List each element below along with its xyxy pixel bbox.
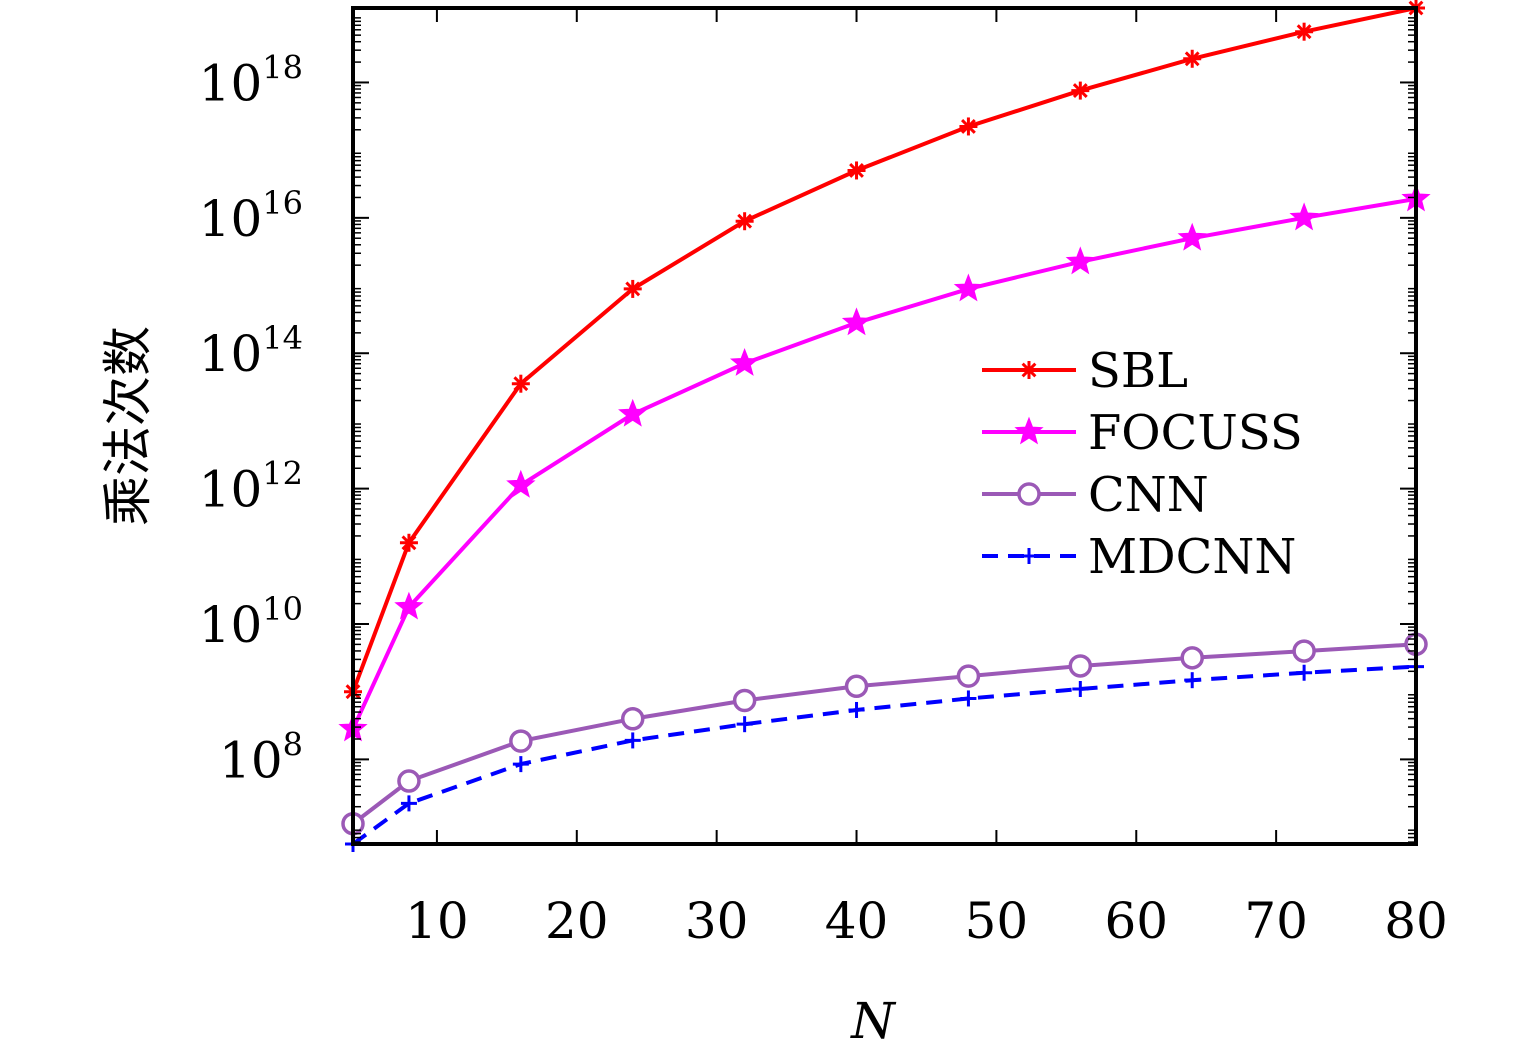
y-tick-label-exp: 12: [262, 455, 303, 493]
x-tick-label: 70: [1244, 892, 1308, 950]
y-tick-label-exp: 16: [262, 184, 303, 222]
data-point-cnn: [732, 688, 757, 713]
series-sbl: [344, 0, 1425, 701]
x-tick-label: 40: [825, 892, 889, 950]
series-cnn: [341, 632, 1428, 836]
data-point-sbl: [1295, 22, 1314, 41]
data-point-sbl: [1071, 81, 1090, 100]
data-point-cnn: [1180, 646, 1204, 670]
y-tick-label-base: 10: [199, 596, 263, 654]
data-point-sbl: [959, 117, 978, 136]
x-tick-label: 60: [1104, 892, 1168, 950]
x-tick-label: 30: [685, 892, 749, 950]
x-tick-label: 10: [405, 892, 469, 950]
data-point-sbl-stroke: [1072, 83, 1088, 99]
legend-marker: [1017, 482, 1041, 506]
data-point-sbl-stroke: [513, 376, 529, 392]
data-point-focuss: [1065, 246, 1095, 275]
data-point-mdcnn: [960, 690, 977, 707]
data-point-sbl: [399, 533, 418, 552]
legend: SBL FOCUSS CNN MDCNN: [982, 343, 1303, 585]
data-point-focuss: [729, 348, 760, 376]
data-point-mdcnn: [624, 732, 641, 749]
series-line-mdcnn: [351, 664, 1417, 846]
legend-marker-stroke: [1021, 362, 1037, 378]
x-tick-label: 80: [1384, 892, 1448, 950]
y-tick-label-base: 10: [199, 461, 263, 519]
x-tick-label: 50: [965, 892, 1029, 950]
data-point-cnn: [956, 664, 981, 688]
y-tick-label: 1018: [199, 48, 303, 112]
data-point-sbl: [847, 161, 866, 180]
data-point-cnn: [620, 707, 645, 731]
data-point-focuss: [841, 307, 872, 336]
data-point-mdcnn: [400, 795, 417, 812]
y-tick-label: 1014: [199, 319, 303, 383]
y-tick-label-base: 10: [219, 731, 283, 789]
y-tick-label-exp: 10: [262, 590, 303, 628]
x-axis-title: N: [850, 992, 897, 1050]
data-point-sbl-stroke: [401, 535, 417, 551]
legend-item: MDCNN: [982, 529, 1296, 585]
legend-label: SBL: [1088, 343, 1188, 399]
data-point-sbl-stroke: [1184, 51, 1200, 67]
x-tick-label: 20: [545, 892, 609, 950]
data-point-sbl: [623, 279, 642, 298]
y-tick-label-base: 10: [199, 325, 263, 383]
series-layer: [338, 0, 1431, 852]
data-point-mdcnn: [1072, 680, 1089, 697]
data-point-focuss: [953, 273, 984, 302]
series-line-focuss: [351, 196, 1417, 730]
y-tick-label: 1010: [199, 590, 303, 654]
data-point-mdcnn: [736, 716, 753, 733]
series-focuss: [338, 183, 1431, 742]
legend-item: CNN: [982, 467, 1209, 523]
y-axis-title: 乘法次数: [99, 326, 157, 526]
data-point-cnn: [397, 769, 421, 793]
data-point-cnn: [1292, 639, 1316, 663]
data-point-cnn: [844, 674, 869, 699]
series-mdcnn: [345, 658, 1424, 852]
legend-item: FOCUSS: [982, 405, 1303, 461]
data-point-cnn: [1068, 654, 1093, 678]
data-point-sbl-stroke: [737, 213, 753, 229]
legend-marker: [1021, 548, 1037, 564]
data-point-mdcnn: [512, 756, 529, 773]
data-point-focuss: [1177, 222, 1207, 251]
data-point-sbl: [1183, 49, 1202, 68]
data-point-focuss: [1289, 202, 1319, 231]
data-point-sbl: [511, 374, 530, 393]
y-tick-label-base: 10: [199, 54, 263, 112]
legend-label: CNN: [1088, 467, 1209, 523]
data-point-cnn: [509, 729, 533, 753]
legend-marker: [1014, 416, 1044, 445]
y-tick-label-exp: 8: [283, 725, 303, 763]
data-point-mdcnn: [848, 701, 865, 718]
data-point-focuss: [618, 398, 648, 427]
data-point-mdcnn: [1184, 672, 1201, 689]
y-tick-label: 108: [219, 725, 303, 789]
legend-item: SBL: [982, 343, 1188, 399]
data-point-focuss: [506, 469, 536, 498]
y-tick-label-exp: 14: [262, 319, 303, 357]
data-point-sbl-stroke: [849, 163, 864, 178]
data-point-sbl: [735, 212, 754, 231]
data-point-sbl-stroke: [625, 281, 641, 297]
legend-label: MDCNN: [1088, 529, 1296, 585]
legend-label: FOCUSS: [1088, 405, 1303, 461]
data-point-sbl-stroke: [960, 119, 976, 134]
y-tick-label-base: 10: [199, 190, 263, 248]
legend-marker: [1020, 361, 1038, 379]
y-tick-label: 1012: [199, 455, 303, 519]
series-line-sbl: [351, 6, 1417, 693]
data-point-focuss: [394, 591, 424, 620]
y-tick-label: 1016: [199, 184, 303, 248]
data-point-mdcnn: [1296, 664, 1313, 681]
y-tick-label-exp: 18: [262, 48, 303, 86]
axes-box: [351, 6, 1418, 846]
data-point-sbl-stroke: [1296, 24, 1312, 40]
